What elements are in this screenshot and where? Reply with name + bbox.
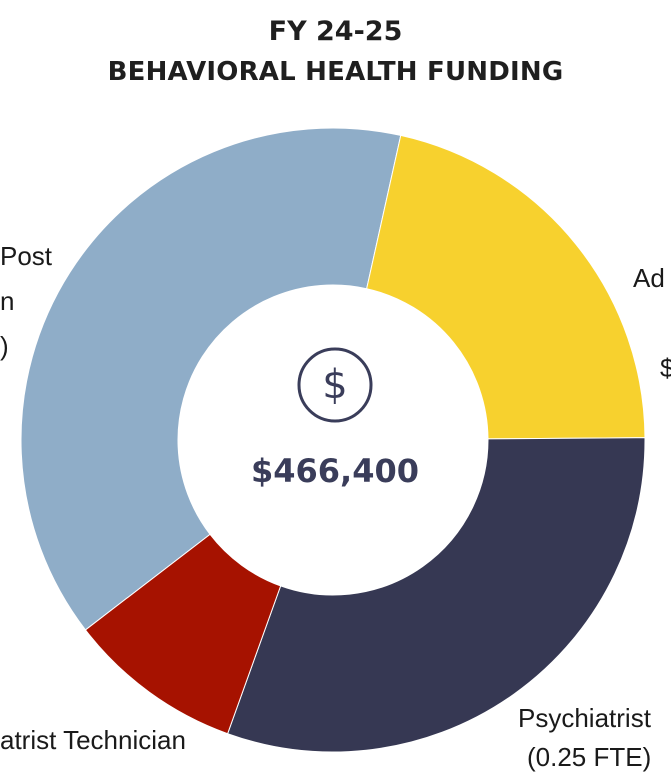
- donut-slice-1: [20, 127, 402, 631]
- chart-title: FY 24-25 BEHAVIORAL HEALTH FUNDING: [0, 12, 671, 92]
- slice-label-top-left-1: Post: [0, 241, 53, 271]
- chart-title-line1: FY 24-25: [268, 16, 403, 47]
- donut-slice-2: [366, 134, 646, 440]
- donut-slices: [20, 127, 646, 753]
- slice-label-right-2: $: [660, 353, 671, 383]
- svg-text:$: $: [322, 362, 347, 408]
- donut-chart: $: [20, 127, 646, 753]
- chart-title-line2: BEHAVIORAL HEALTH FUNDING: [107, 57, 564, 87]
- center-total-value: $466,400: [250, 452, 419, 490]
- donut-slice-3: [226, 437, 646, 753]
- slice-label-top-left-3: ): [0, 331, 9, 361]
- slice-label-bottom-right-2: (0.25 FTE): [527, 742, 652, 772]
- slice-label-bottom-left: atrist Technician: [0, 725, 186, 755]
- donut-slice-4: [84, 533, 282, 735]
- dollar-icon: $: [297, 347, 373, 423]
- slice-label-bottom-right-1: Psychiatrist: [518, 703, 651, 733]
- slice-label-right-1: Ad: [633, 263, 665, 293]
- slice-label-top-left-2: n: [0, 286, 15, 316]
